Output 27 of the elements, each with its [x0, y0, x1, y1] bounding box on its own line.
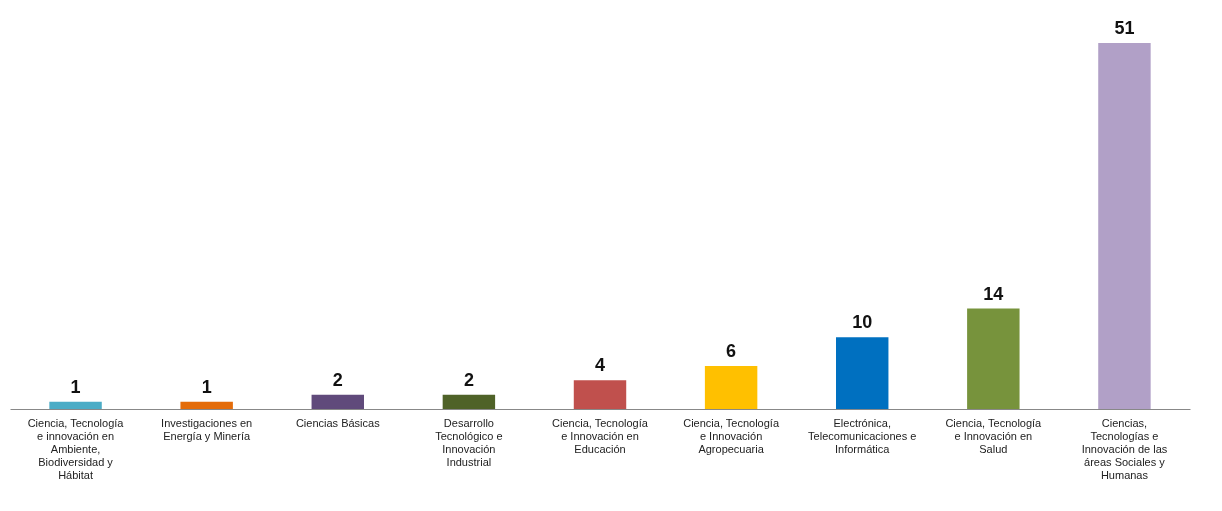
data-label: 6 — [726, 340, 737, 361]
data-label: 1 — [201, 376, 212, 397]
bar — [311, 394, 364, 409]
bar — [967, 308, 1020, 409]
x-tick-label: Ciencias Básicas — [295, 416, 381, 429]
data-label: 4 — [594, 355, 606, 376]
bar — [49, 401, 102, 409]
x-tick-label: Desarrollo Tecnológico e Innovación Industrial — [435, 416, 503, 468]
bar — [1098, 43, 1151, 409]
data-label: 51 — [1114, 18, 1135, 38]
bar — [704, 365, 758, 409]
bar — [573, 380, 627, 409]
data-label: 14 — [983, 283, 1004, 304]
x-tick-label: Ciencia, Tecnología e Innovación en Salud — [945, 416, 1043, 455]
x-tick-label: Ciencia, Tecnología e Innovación en Educación — [552, 416, 649, 455]
bar — [442, 394, 496, 409]
bar — [180, 401, 233, 409]
x-tick-label: Ciencia, Tecnología e Innovación Agropecuaria — [683, 416, 780, 455]
x-tick-label: Electrónica, Telecomunicaciones e Informática — [808, 416, 917, 455]
x-tick-label: Ciencia, Tecnología e innovación en Ambiente, Biodiversidad y Hábitat — [27, 416, 125, 481]
data-label: 10 — [852, 312, 873, 333]
bar — [836, 337, 889, 409]
x-tick-label: Ciencias, Tecnologías e Innovación de las áreas Sociales y Humanas — [1081, 416, 1168, 481]
data-label: 1 — [70, 376, 81, 397]
data-label: 2 — [332, 369, 343, 390]
data-label: 2 — [463, 369, 474, 390]
x-tick-label: Investigaciones en Energía y Minería — [161, 416, 253, 442]
